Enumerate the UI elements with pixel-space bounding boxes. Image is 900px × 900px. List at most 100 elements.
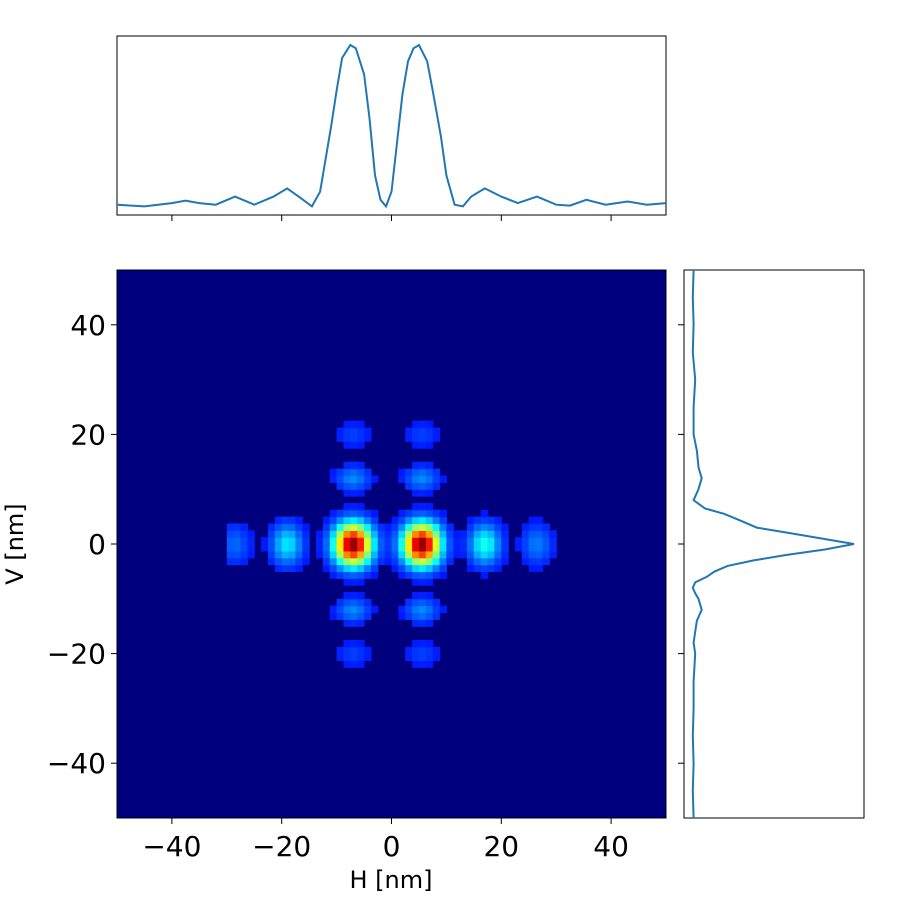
heatmap-cell xyxy=(322,516,331,525)
heatmap-cell xyxy=(364,653,372,662)
heatmap-cell xyxy=(480,516,489,525)
heatmap-cell xyxy=(432,612,441,620)
heatmap-cell xyxy=(391,537,399,545)
heatmap-cell xyxy=(446,557,454,566)
heatmap-cell xyxy=(357,550,365,559)
heatmap-cell xyxy=(460,537,468,545)
heatmap-cell xyxy=(370,571,379,579)
heatmap-cell xyxy=(357,646,365,655)
heatmap-cell xyxy=(233,530,242,538)
heatmap-cell xyxy=(247,537,255,545)
heatmap-cell xyxy=(336,537,345,545)
heatmap-cell xyxy=(357,564,365,572)
heatmap-cell xyxy=(412,578,420,586)
heatmap-cell xyxy=(535,537,544,545)
heatmap-cell xyxy=(418,646,427,655)
heatmap-cell xyxy=(446,544,454,552)
heatmap-cell xyxy=(336,571,345,579)
heatmap-cell xyxy=(418,461,427,470)
heatmap-cell xyxy=(281,564,290,572)
heatmap-cell xyxy=(370,550,379,559)
right-profile-panel xyxy=(678,269,865,819)
heatmap-cell xyxy=(432,516,441,525)
heatmap-cell xyxy=(370,557,379,566)
heatmap-cell xyxy=(549,550,557,559)
heatmap-cell xyxy=(418,653,427,662)
heatmap-cell xyxy=(343,475,351,483)
heatmap-cell xyxy=(336,434,345,442)
heatmap-cell xyxy=(398,475,406,483)
heatmap-cell xyxy=(439,537,447,545)
heatmap-cell xyxy=(343,639,351,648)
heatmap-cell xyxy=(425,605,434,614)
heatmap-cell xyxy=(480,544,489,552)
heatmap-cell xyxy=(528,544,537,552)
heatmap-cell xyxy=(357,578,365,586)
heatmap-cell xyxy=(364,530,372,538)
heatmap-cell xyxy=(295,537,303,545)
heatmap-cell xyxy=(412,537,420,545)
heatmap-cell xyxy=(412,489,420,497)
heatmap-cell xyxy=(412,653,420,662)
heatmap-cell xyxy=(329,468,338,477)
heatmap-cell xyxy=(405,537,413,545)
heatmap-cell xyxy=(425,482,434,490)
heatmap-cell xyxy=(425,612,434,620)
heatmap-cell xyxy=(412,516,420,525)
heatmap-cell xyxy=(418,564,427,572)
heatmap-cell xyxy=(350,646,358,655)
heatmap-cell xyxy=(405,544,413,552)
heatmap-cell xyxy=(425,530,434,538)
heatmap-cell xyxy=(364,482,372,490)
heatmap-cell xyxy=(240,530,248,538)
heatmap-cell xyxy=(521,550,530,559)
heatmap-cell xyxy=(528,550,537,559)
heatmap-cell xyxy=(521,544,530,552)
heatmap-cell xyxy=(439,564,447,572)
heatmap-cell xyxy=(370,537,379,545)
heatmap-cell xyxy=(357,598,365,607)
heatmap-cell xyxy=(336,605,345,614)
heatmap-cell xyxy=(350,523,358,531)
heatmap-cell xyxy=(288,557,297,566)
heatmap-cell xyxy=(274,530,283,538)
heatmap-cell xyxy=(343,420,351,429)
heatmap-cell xyxy=(357,537,365,545)
heatmap-cell xyxy=(391,564,399,572)
heatmap-cell xyxy=(405,598,413,607)
heatmap-cell xyxy=(418,605,427,614)
heatmap-cell xyxy=(398,564,406,572)
heatmap-cell xyxy=(377,523,386,531)
heatmap-cell xyxy=(480,550,489,559)
right-profile-frame xyxy=(683,269,865,819)
heatmap-cell xyxy=(233,544,242,552)
heatmap-cell xyxy=(412,441,420,449)
heatmap-cell xyxy=(336,550,345,559)
heatmap-cell xyxy=(226,544,235,552)
heatmap-cell xyxy=(336,475,345,483)
heatmap-cell xyxy=(370,530,379,538)
heatmap-cell xyxy=(350,619,358,627)
heatmap-cell xyxy=(233,537,242,545)
heatmap-cell xyxy=(425,591,434,600)
heatmap-cell xyxy=(425,489,434,497)
heatmap-cell xyxy=(295,564,303,572)
heatmap-cell xyxy=(357,489,365,497)
heatmap-cell xyxy=(288,550,297,559)
heatmap-cell xyxy=(425,441,434,449)
heatmap-cell xyxy=(480,571,489,579)
heatmap-cell xyxy=(267,550,276,559)
heatmap-cell xyxy=(336,564,345,572)
heatmap-cell xyxy=(343,591,351,600)
heatmap-cell xyxy=(377,550,386,559)
heatmap-cell xyxy=(439,523,447,531)
heatmap-cell xyxy=(391,550,399,559)
heatmap-cell xyxy=(494,530,502,538)
top-profile-panel xyxy=(116,35,667,221)
heatmap-cell xyxy=(453,530,461,538)
heatmap-cell xyxy=(412,660,420,668)
heatmap-cell xyxy=(247,544,255,552)
heatmap-cell xyxy=(460,530,468,538)
heatmap-cell xyxy=(377,530,386,538)
heatmap-cell xyxy=(302,537,310,545)
